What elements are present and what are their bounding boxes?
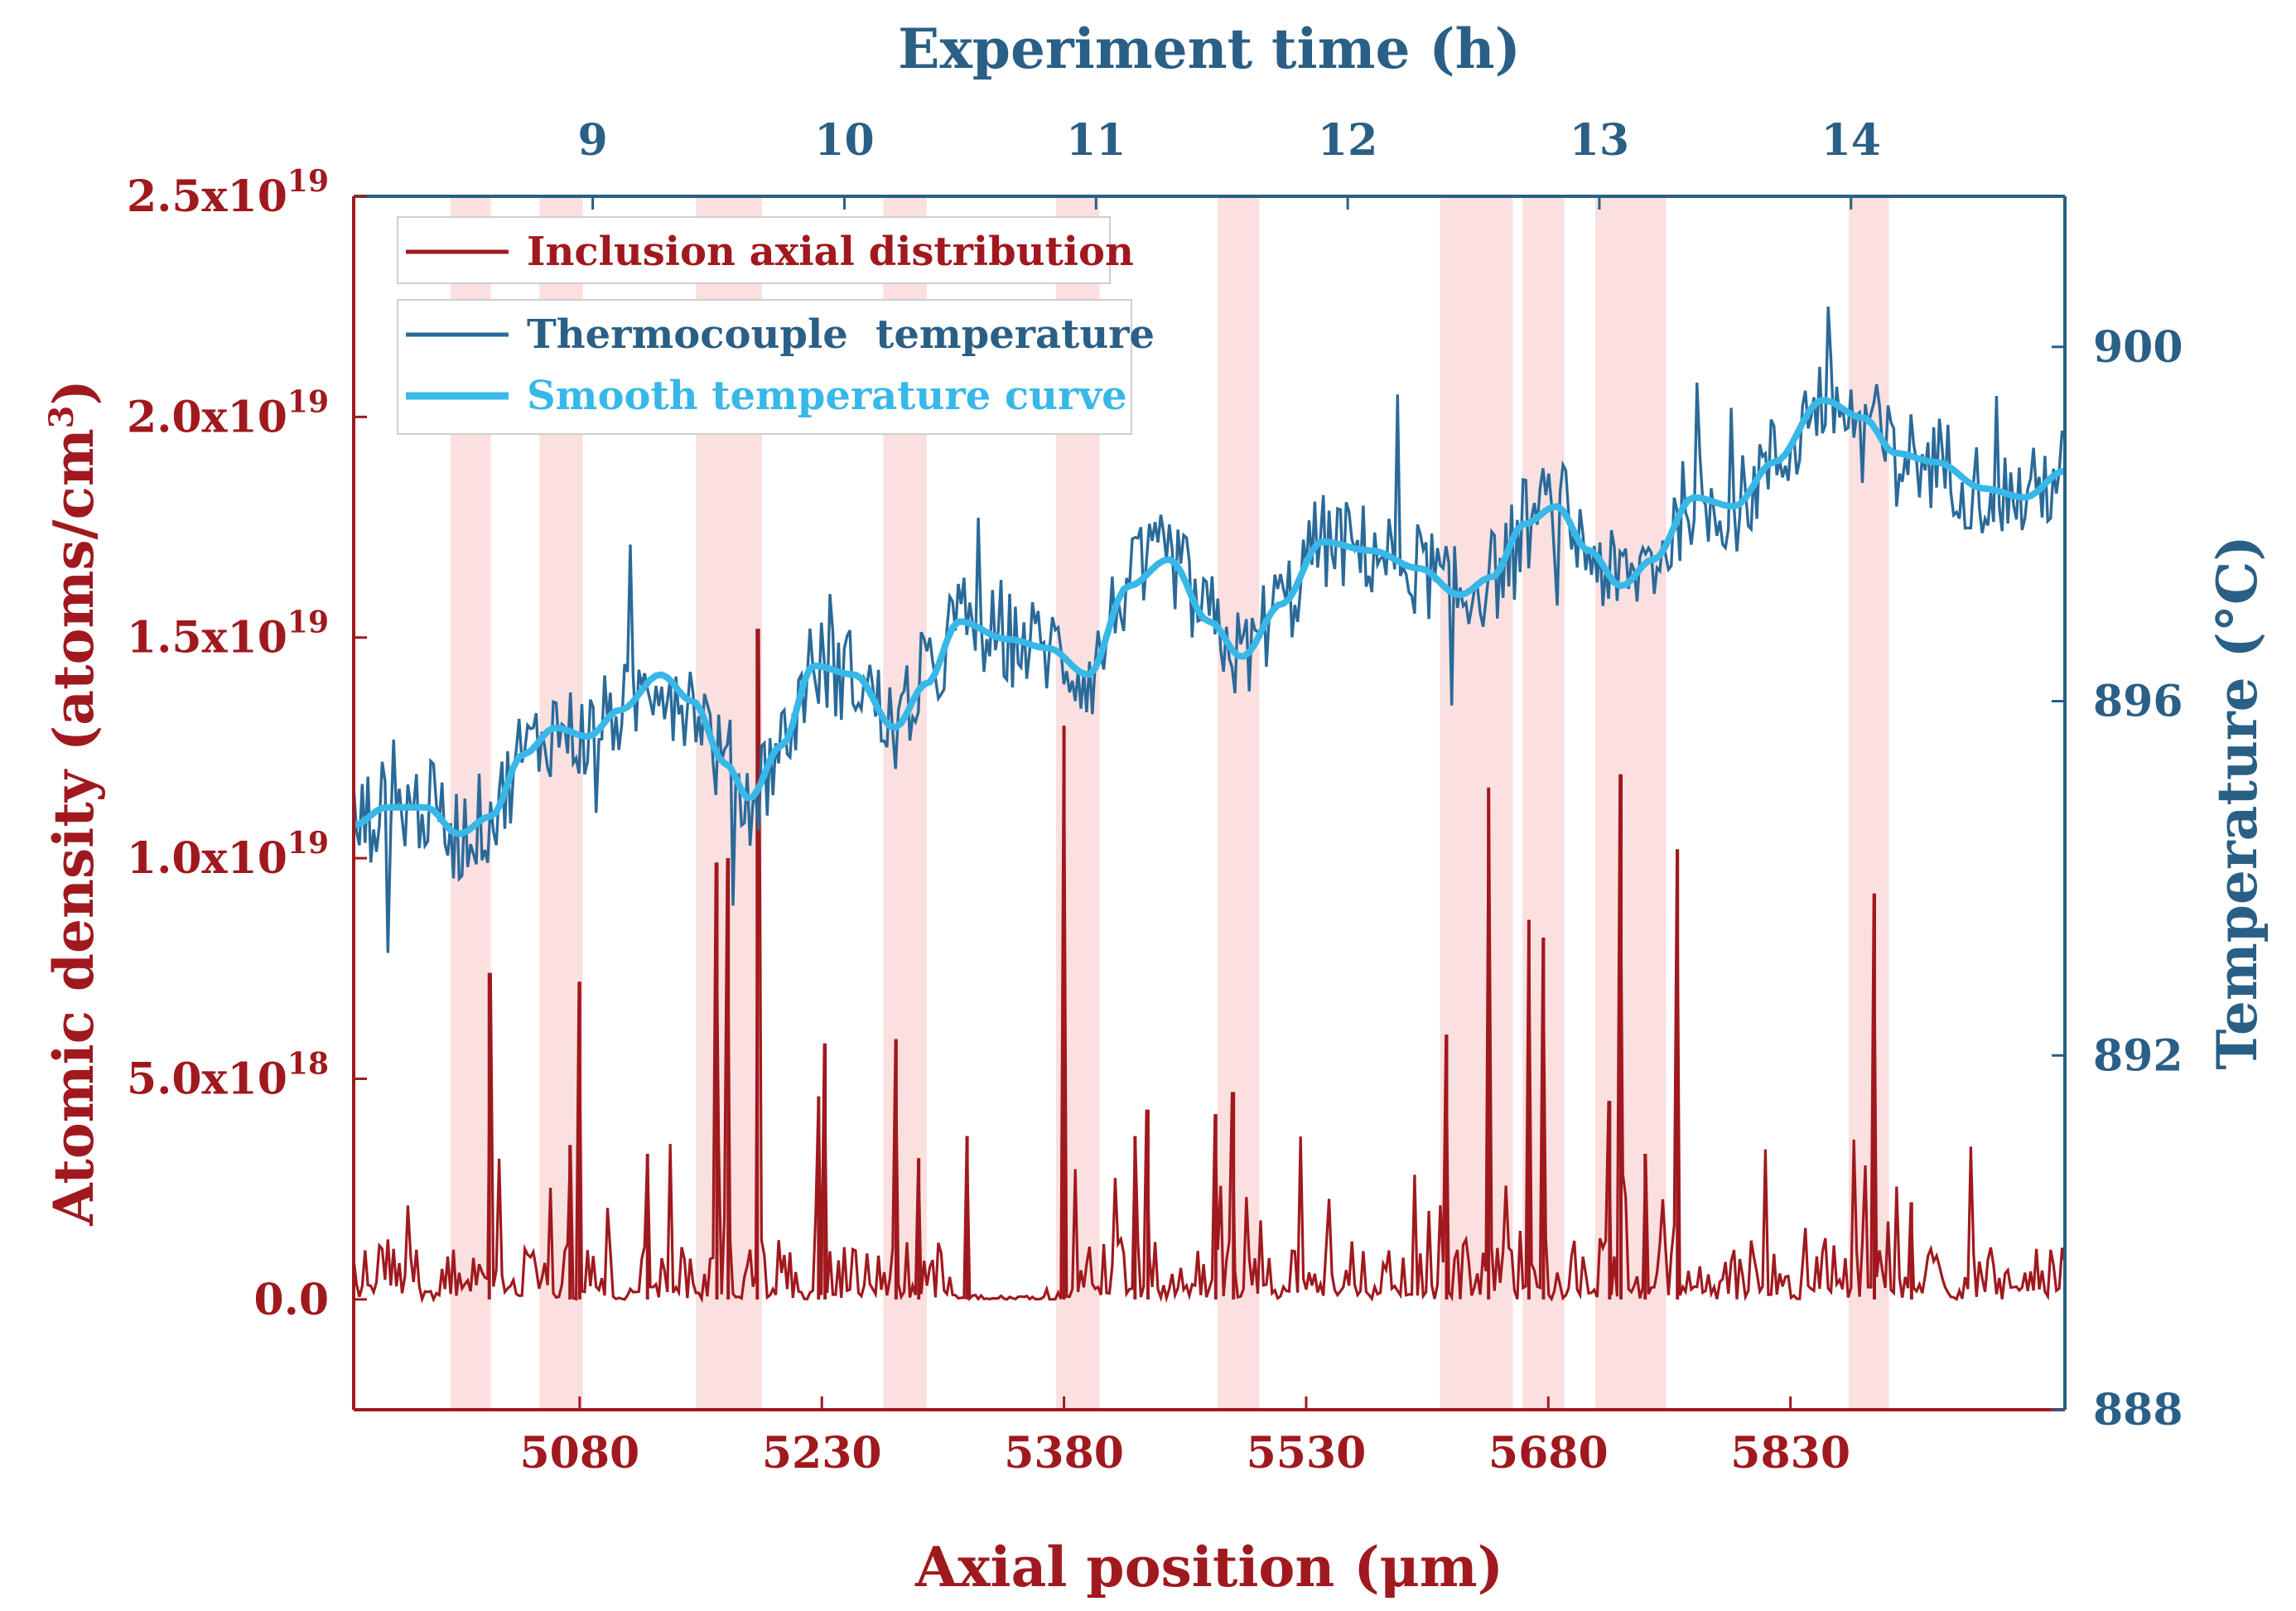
left-axis-ticks: 0.0 5.0x1018 1.0x1019 1.5x1019 2.0x1019 2.5x1… — [127, 164, 367, 1325]
legend-label-smooth: Smooth temperature curve — [527, 373, 1127, 419]
x-tick-label-3: 5530 — [1247, 1428, 1367, 1478]
top-tick-label-4: 13 — [1570, 115, 1629, 166]
x-tick-label-2: 5380 — [1004, 1428, 1124, 1478]
legend-box-top — [397, 216, 1111, 284]
smooth-temperature-series — [353, 397, 2066, 837]
y-left-tick-label-0: 0.0 — [254, 1275, 329, 1325]
right-axis-ticks: 888 892 896 900 — [2052, 322, 2183, 1435]
legend: Inclusion axial distribution Thermocoupl… — [397, 216, 1155, 435]
top-tick-label-5: 14 — [1821, 115, 1881, 166]
legend-label-thermocouple: Thermocouple temperature — [527, 311, 1155, 358]
bottom-axis-ticks: 5080 5230 5380 5530 5680 5830 — [520, 1396, 1850, 1478]
smooth-temperature-line — [353, 397, 2066, 837]
legend-box-bottom — [397, 299, 1132, 435]
y-left-tick-label-4: 2.0x1019 — [127, 384, 329, 442]
top-tick-label-3: 12 — [1318, 115, 1377, 166]
axes-frame — [352, 195, 2067, 1411]
x-tick-label-0: 5080 — [520, 1428, 640, 1478]
y-right-tick-label-2: 896 — [2093, 677, 2183, 727]
top-tick-label-2: 11 — [1066, 115, 1126, 166]
y-right-tick-label-3: 900 — [2093, 322, 2183, 373]
y-right-tick-label-0: 888 — [2093, 1385, 2183, 1435]
inclusion-line — [352, 629, 2067, 1304]
y-left-tick-label-1: 5.0x1018 — [127, 1046, 329, 1104]
y-left-axis-title: Atomic density (atoms/cm3) — [41, 379, 106, 1227]
x-tick-label-1: 5230 — [762, 1428, 882, 1478]
legend-label-inclusion: Inclusion axial distribution — [527, 229, 1134, 275]
y-right-tick-label-1: 892 — [2093, 1030, 2183, 1081]
y-left-tick-label-5: 2.5x1019 — [127, 164, 329, 222]
x-axis-title: Axial position (μm) — [914, 1535, 1503, 1599]
x-tick-label-4: 5680 — [1488, 1428, 1609, 1478]
top-tick-label-1: 10 — [814, 115, 874, 166]
y-right-axis-title: Temperature (°C) — [2205, 535, 2269, 1069]
highlight-band-6 — [1440, 196, 1513, 1410]
highlight-band-9 — [1848, 196, 1889, 1410]
top-axis-ticks: 9 10 11 12 13 14 — [578, 115, 1881, 210]
x-tick-label-5: 5830 — [1730, 1428, 1850, 1478]
inclusion-series — [352, 629, 2067, 1304]
y-left-tick-label-3: 1.5x1019 — [127, 605, 329, 663]
highlight-band-5 — [1217, 196, 1260, 1410]
y-left-tick-label-2: 1.0x1019 — [127, 826, 329, 884]
top-axis-title: Experiment time (h) — [898, 17, 1521, 81]
top-tick-label-0: 9 — [578, 115, 608, 166]
